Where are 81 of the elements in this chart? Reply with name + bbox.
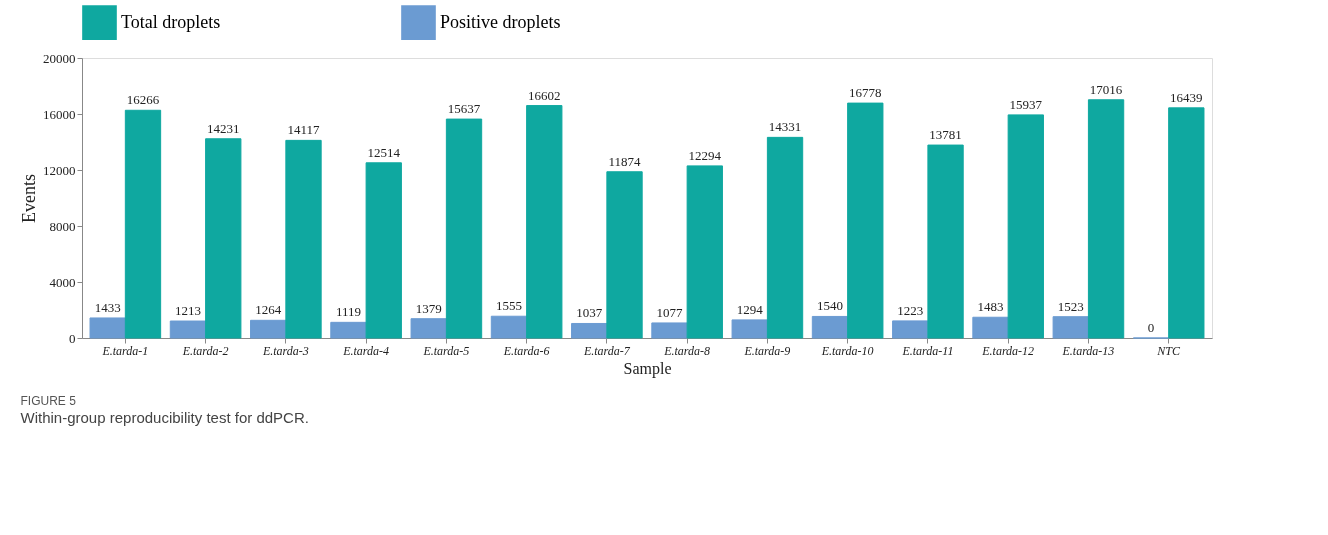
data-label: 1294 — [736, 301, 764, 317]
bar — [606, 171, 643, 339]
y-tick-label: 8000 — [49, 218, 76, 234]
data-label: 1264 — [255, 302, 282, 318]
x-tick-label: E.tarda-8 — [663, 343, 711, 358]
bar — [490, 315, 528, 339]
x-tick-label: E.tarda-1 — [101, 343, 149, 358]
bar — [250, 319, 287, 339]
data-label: 1223 — [897, 302, 924, 318]
bar — [169, 320, 207, 339]
data-label: 1540 — [816, 298, 843, 314]
data-label: 14117 — [287, 122, 321, 138]
data-label: 12294 — [688, 147, 722, 163]
legend-label: Total droplets — [121, 11, 221, 32]
data-label: 1433 — [94, 299, 121, 315]
data-label: 1213 — [174, 303, 201, 319]
x-tick-label: E.tarda-2 — [181, 343, 229, 358]
legend-label: Positive droplets — [440, 11, 561, 32]
bar — [972, 316, 1009, 339]
x-tick-label: E.tarda-4 — [342, 343, 390, 358]
x-tick-label: E.tarda-7 — [582, 343, 631, 358]
data-label: 17016 — [1089, 81, 1123, 97]
bar — [124, 109, 162, 339]
x-tick-label: E.tarda-12 — [981, 343, 1035, 358]
bar — [766, 136, 804, 339]
bar — [410, 318, 447, 339]
data-label: 16602 — [528, 87, 561, 103]
data-label: 13781 — [929, 127, 962, 143]
x-tick-label: E.tarda-3 — [261, 343, 309, 358]
x-tick-label: E.tarda-11 — [901, 343, 954, 358]
y-tick-label: 0 — [69, 330, 76, 346]
y-tick-label: 20000 — [43, 50, 76, 66]
bar — [1087, 99, 1125, 339]
bar — [445, 118, 483, 339]
data-label: 16266 — [126, 92, 160, 108]
x-tick-label: E.tarda-9 — [743, 343, 791, 358]
data-label: 12514 — [367, 144, 401, 160]
data-label: 14331 — [768, 119, 802, 135]
y-tick-label: 16000 — [43, 106, 76, 122]
data-label: 1037 — [576, 305, 603, 321]
bar — [365, 162, 402, 339]
data-label: 16778 — [849, 85, 882, 101]
bar — [1052, 316, 1089, 339]
bar — [89, 317, 126, 339]
bar — [686, 165, 723, 339]
bar — [892, 320, 929, 339]
data-label: 1483 — [977, 299, 1004, 315]
x-tick-label: E.tarda-5 — [422, 343, 470, 358]
bar — [811, 315, 849, 339]
bar — [651, 322, 688, 339]
y-axis-title: Events — [19, 174, 39, 223]
x-tick-label: E.tarda-6 — [502, 343, 550, 358]
x-axis-title: Sample — [623, 359, 672, 378]
bar — [927, 144, 964, 339]
bar — [571, 322, 608, 339]
caption: FIGURE 5 — [20, 394, 77, 408]
bar — [1168, 107, 1205, 339]
bar — [847, 102, 884, 339]
data-label: 1077 — [656, 304, 683, 320]
data-label: 1523 — [1057, 298, 1084, 314]
data-label: 11874 — [608, 153, 642, 169]
bar — [285, 139, 322, 339]
y-tick-label: 4000 — [49, 274, 76, 290]
text: Within-group reproducibility test for ddPCR. — [20, 409, 309, 426]
bar — [1007, 114, 1044, 339]
data-label: 15637 — [447, 101, 481, 117]
x-tick-label: E.tarda-13 — [1061, 343, 1115, 358]
data-label: 16439 — [1170, 89, 1203, 105]
data-label: 14231 — [207, 120, 240, 136]
bar — [205, 138, 242, 339]
data-label: 1119 — [335, 304, 361, 320]
x-tick-label: NTC — [1156, 343, 1181, 358]
y-tick-label: 12000 — [43, 162, 76, 178]
bar — [526, 105, 563, 339]
data-label: 15937 — [1009, 96, 1043, 112]
bar — [330, 321, 367, 339]
data-label: 1555 — [495, 298, 522, 314]
x-tick-label: E.tarda-10 — [820, 343, 874, 358]
bar — [731, 319, 768, 339]
data-label: 1379 — [415, 300, 442, 316]
data-label: 0 — [1147, 320, 1155, 335]
